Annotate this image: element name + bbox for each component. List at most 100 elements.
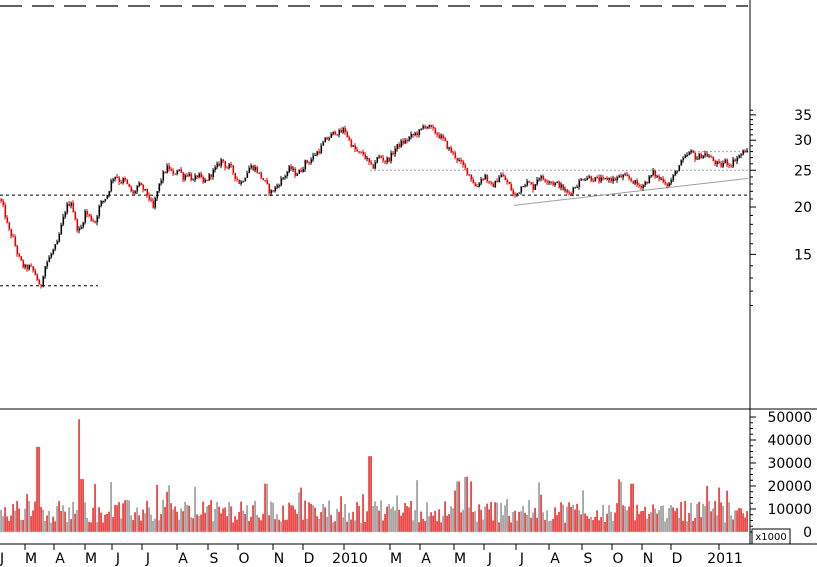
candle — [240, 180, 243, 186]
volume-bar — [734, 510, 736, 532]
volume-bar — [400, 515, 402, 532]
candle-body — [486, 175, 489, 182]
candle-body — [470, 174, 473, 180]
candle — [686, 152, 689, 157]
candle — [172, 168, 175, 177]
volume-bar — [96, 522, 98, 532]
volume-bar — [722, 505, 724, 532]
candle — [116, 173, 119, 179]
candle-body — [310, 159, 313, 163]
candle-body — [256, 167, 259, 173]
candle-body — [516, 193, 519, 196]
volume-bar — [66, 522, 68, 532]
volume-bar — [282, 505, 284, 532]
candle-body — [722, 163, 725, 167]
volume-bar — [632, 483, 634, 532]
volume-bar — [616, 503, 618, 532]
candle — [680, 159, 683, 166]
candle — [272, 190, 275, 193]
candle-body — [572, 187, 575, 194]
volume-bar — [554, 507, 556, 532]
candle-body — [348, 137, 351, 140]
candle-body — [154, 198, 157, 208]
candle — [554, 182, 557, 187]
candle-body — [644, 181, 647, 186]
volume-bar — [168, 485, 170, 532]
candle — [464, 162, 467, 171]
volume-bar — [58, 501, 60, 532]
candle — [650, 174, 653, 179]
volume-bar — [176, 511, 178, 532]
candle-body — [568, 192, 571, 194]
candle — [556, 181, 559, 184]
candle-body — [170, 169, 173, 171]
volume-bar — [624, 506, 626, 532]
candle — [402, 138, 405, 146]
candle-body — [36, 274, 39, 280]
candle — [282, 177, 285, 181]
volume-bar — [276, 514, 278, 532]
volume-bar — [466, 476, 468, 532]
volume-bar — [38, 446, 40, 532]
volume-bar — [144, 513, 146, 532]
candle — [660, 177, 663, 181]
candle-body — [532, 184, 535, 190]
candle — [638, 182, 641, 188]
volume-bar — [28, 501, 30, 532]
candle — [744, 149, 747, 153]
candle — [742, 149, 745, 156]
volume-bar — [674, 511, 676, 532]
candle — [284, 174, 287, 180]
candle — [354, 143, 357, 152]
candle — [570, 191, 573, 196]
candle — [666, 182, 669, 189]
candle-body — [74, 211, 77, 220]
volume-bar — [242, 510, 244, 532]
candle-body — [276, 185, 279, 188]
candle-body — [504, 176, 507, 180]
candle-body — [616, 177, 619, 180]
volume-bar — [304, 500, 306, 532]
candle-body — [396, 144, 399, 149]
trendline — [513, 177, 749, 206]
volume-bar — [152, 520, 154, 532]
candle — [434, 127, 437, 135]
volume-bar — [250, 516, 252, 532]
candle-body — [284, 175, 287, 178]
candle-body — [734, 159, 737, 162]
volume-bar — [448, 514, 450, 532]
candle — [222, 159, 225, 164]
candle-body — [676, 171, 679, 173]
candle-body — [26, 265, 29, 270]
volume-bar — [48, 510, 50, 532]
volume-bar — [668, 508, 670, 532]
candle — [70, 201, 73, 209]
candle — [42, 275, 45, 288]
volume-bar — [64, 511, 66, 532]
candle — [182, 171, 185, 182]
candle-body — [108, 191, 111, 196]
volume-bar — [588, 518, 590, 532]
volume-bar — [424, 521, 426, 532]
volume-bar — [488, 509, 490, 532]
volume-bar — [442, 516, 444, 532]
volume-bar — [344, 503, 346, 532]
candle-body — [364, 154, 367, 159]
month-label: N — [643, 551, 653, 567]
candle-body — [510, 184, 513, 191]
candle — [580, 178, 583, 181]
volume-bar — [518, 511, 520, 532]
candle-body — [290, 166, 293, 170]
candle-body — [100, 201, 103, 207]
month-label: J — [145, 551, 150, 567]
volume-bar — [60, 511, 62, 532]
candle-body — [690, 150, 693, 153]
volume-bar — [116, 505, 118, 532]
candle-body — [62, 216, 65, 225]
candle-body — [132, 191, 135, 194]
candle-body — [70, 202, 73, 206]
candle — [512, 188, 515, 197]
candle — [244, 177, 247, 182]
candle-body — [186, 175, 189, 177]
